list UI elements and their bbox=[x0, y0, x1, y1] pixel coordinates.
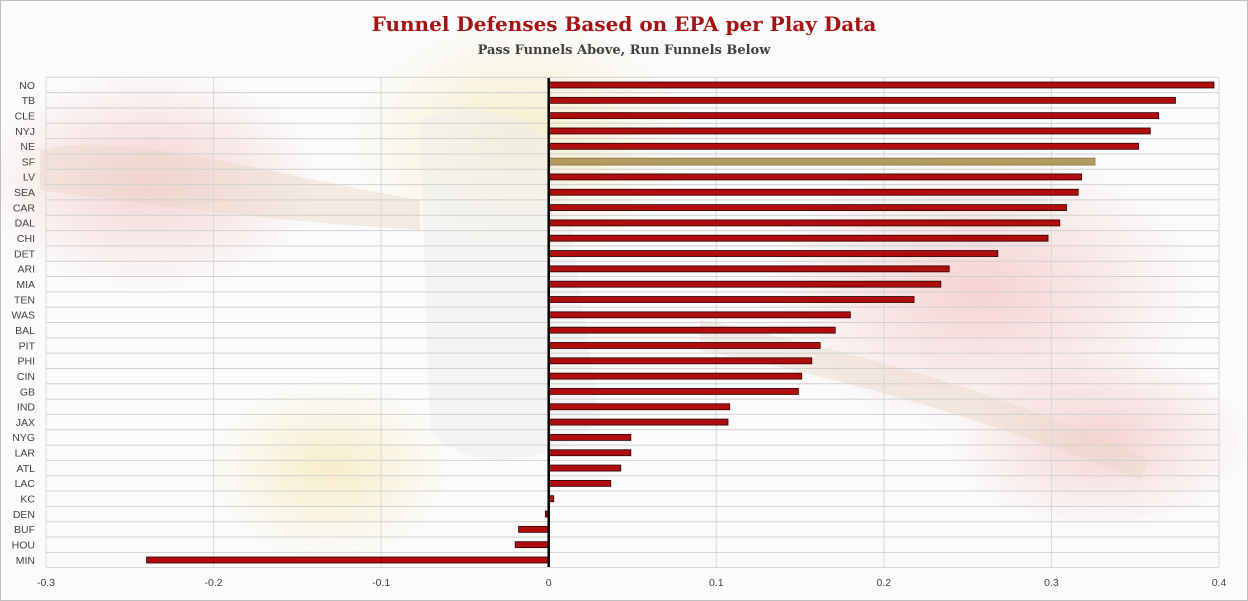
category-label-nyg: NYG bbox=[12, 432, 35, 444]
category-label-nyj: NYJ bbox=[15, 126, 35, 138]
bar-dal bbox=[548, 219, 1061, 227]
bar-buf bbox=[518, 525, 550, 533]
bar-sf bbox=[548, 157, 1096, 166]
bar-cin bbox=[548, 372, 803, 380]
category-label-ne: NE bbox=[20, 141, 35, 153]
category-label-phi: PHI bbox=[17, 356, 35, 368]
bar-phi bbox=[548, 357, 813, 365]
category-label-hou: HOU bbox=[12, 539, 35, 551]
category-label-chi: CHI bbox=[17, 233, 35, 245]
category-label-jax: JAX bbox=[16, 417, 35, 429]
x-tick-label: 0.3 bbox=[1044, 577, 1059, 589]
category-label-tb: TB bbox=[22, 95, 35, 107]
category-label-dal: DAL bbox=[15, 218, 36, 230]
bar-gb bbox=[548, 388, 799, 395]
bar-mia bbox=[548, 280, 942, 288]
category-label-bal: BAL bbox=[15, 325, 35, 337]
bar-was bbox=[548, 311, 851, 319]
category-label-was: WAS bbox=[11, 310, 35, 322]
category-label-buf: BUF bbox=[14, 524, 35, 536]
bar-nyg bbox=[548, 434, 632, 441]
bar-det bbox=[548, 250, 999, 257]
bar-lv bbox=[548, 173, 1082, 181]
category-label-lar: LAR bbox=[15, 448, 36, 460]
bar-jax bbox=[548, 418, 729, 426]
bar-cle bbox=[548, 112, 1160, 120]
bar-lar bbox=[548, 449, 632, 457]
bar-ne bbox=[548, 142, 1139, 150]
category-label-no: NO bbox=[19, 80, 35, 92]
category-label-min: MIN bbox=[16, 555, 35, 567]
category-label-gb: GB bbox=[20, 386, 35, 398]
category-label-ind: IND bbox=[17, 402, 36, 414]
category-label-kc: KC bbox=[20, 494, 35, 506]
bar-tb bbox=[548, 96, 1176, 104]
category-label-cle: CLE bbox=[15, 110, 35, 122]
bar-lac bbox=[548, 479, 612, 487]
category-label-atl: ATL bbox=[17, 463, 36, 475]
bar-car bbox=[548, 204, 1067, 211]
category-label-mia: MIA bbox=[16, 279, 35, 291]
bar-min bbox=[146, 556, 550, 564]
category-label-cin: CIN bbox=[17, 371, 35, 383]
category-labels: NO TB CLE NYJ NE SF LV SEA CAR DAL CHI DET ARI MIA TEN… bbox=[11, 80, 35, 567]
bar-ten bbox=[548, 296, 915, 303]
bars bbox=[146, 81, 1215, 564]
category-label-sea: SEA bbox=[14, 187, 35, 199]
grid-lines bbox=[45, 76, 1220, 569]
category-label-den: DEN bbox=[13, 509, 35, 521]
chart-title: Funnel Defenses Based on EPA per Play Da… bbox=[371, 12, 877, 36]
bar-atl bbox=[548, 464, 622, 472]
category-label-car: CAR bbox=[13, 202, 36, 214]
category-label-lv: LV bbox=[23, 172, 35, 184]
category-label-lac: LAC bbox=[15, 478, 36, 490]
category-label-ten: TEN bbox=[14, 294, 35, 306]
bar-chi bbox=[548, 234, 1049, 242]
x-tick-label: 0 bbox=[546, 577, 552, 589]
bar-hou bbox=[514, 541, 550, 549]
category-label-sf: SF bbox=[22, 156, 35, 168]
category-label-ari: ARI bbox=[17, 264, 35, 276]
x-tick-label: 0.2 bbox=[877, 577, 892, 589]
chart-subtitle: Pass Funnels Above, Run Funnels Below bbox=[477, 43, 771, 58]
x-tick-label: 0.4 bbox=[1212, 577, 1227, 589]
x-tick-labels: -0.3 -0.2 -0.1 0 0.1 0.2 0.3 0.4 bbox=[37, 577, 1226, 589]
bar-nyj bbox=[548, 127, 1151, 135]
x-tick-label: 0.1 bbox=[709, 577, 724, 589]
category-label-det: DET bbox=[14, 248, 36, 260]
bar-sea bbox=[548, 188, 1079, 196]
bar-ari bbox=[548, 265, 950, 273]
bar-no bbox=[548, 81, 1215, 89]
category-label-pit: PIT bbox=[19, 340, 36, 352]
bar-pit bbox=[548, 342, 821, 349]
x-tick-label: -0.2 bbox=[205, 577, 223, 589]
x-tick-label: -0.3 bbox=[37, 577, 55, 589]
bar-bal bbox=[548, 326, 836, 334]
bar-ind bbox=[548, 403, 731, 411]
x-tick-label: -0.1 bbox=[372, 577, 390, 589]
